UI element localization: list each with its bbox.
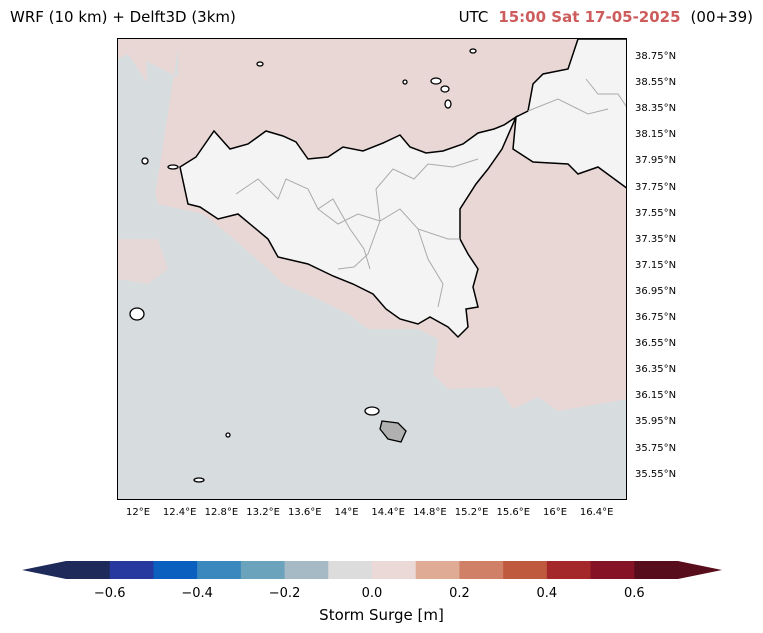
- valid-time-title: UTC 15:00 Sat 17-05-2025 (00+39): [459, 8, 753, 26]
- latitude-tick-label: 36.35°N: [635, 364, 677, 376]
- valid-time: 15:00 Sat 17-05-2025: [498, 8, 681, 26]
- colorbar: [22, 561, 722, 579]
- colorbar-segment: [328, 561, 373, 579]
- timezone-label: UTC: [458, 8, 489, 26]
- sea-positive-patch: [118, 239, 168, 284]
- colorbar-extend-low: [22, 561, 66, 579]
- colorbar-tick-label: 0.0: [361, 586, 383, 601]
- sea-neutral-west: [118, 49, 178, 284]
- storm-surge-map: [117, 38, 627, 500]
- longitude-tick-label: 12.8°E: [204, 507, 239, 518]
- longitude-tick-label: 16°E: [542, 507, 568, 518]
- latitude-tick-label: 38.35°N: [635, 103, 677, 115]
- latitude-tick-label: 35.55°N: [635, 468, 677, 480]
- longitude-tick-label: 15.2°E: [454, 507, 489, 518]
- longitude-tick-label: 14.4°E: [371, 507, 405, 518]
- colorbar-extend-high: [678, 561, 722, 579]
- longitude-tick-label: 12.4°E: [162, 507, 197, 518]
- colorbar-tick-label: −0.6: [93, 586, 126, 601]
- latitude-tick-label: 37.35°N: [635, 233, 677, 245]
- lead-time: (00+39): [690, 8, 753, 26]
- colorbar-segment: [197, 561, 242, 579]
- colorbar-segment: [459, 561, 504, 579]
- map-canvas: [118, 39, 626, 499]
- colorbar-label: Storm Surge [m]: [319, 606, 444, 624]
- colorbar-tick-label: −0.2: [268, 586, 301, 601]
- latitude-tick-label: 38.75°N: [635, 51, 677, 62]
- malta-island: [379, 420, 407, 443]
- colorbar-segment: [66, 561, 111, 579]
- model-title: WRF (10 km) + Delft3D (3km): [10, 8, 236, 26]
- latitude-tick-label: 36.75°N: [635, 312, 677, 323]
- longitude-tick-label: 16.4°E: [579, 507, 614, 518]
- colorbar-segment: [546, 561, 592, 579]
- longitude-tick-label: 14°E: [334, 507, 359, 518]
- colorbar-tick-label: 0.4: [536, 586, 558, 601]
- longitude-tick-label: 13.6°E: [288, 507, 322, 518]
- colorbar-segment: [372, 561, 417, 579]
- latitude-tick-label: 37.75°N: [635, 181, 677, 193]
- longitude-tick-label: 13.2°E: [246, 507, 280, 518]
- longitude-tick-label: 15.6°E: [496, 507, 531, 518]
- calabria-peninsula: [512, 39, 626, 189]
- colorbar-segment: [109, 561, 154, 579]
- colorbar-tick-label: 0.2: [449, 586, 470, 601]
- longitude-tick-label: 12°E: [125, 507, 151, 518]
- colorbar-tick-label: 0.6: [623, 586, 645, 601]
- latitude-tick-label: 38.15°N: [635, 129, 677, 141]
- colorbar-segment: [284, 561, 329, 579]
- colorbar-segment: [415, 561, 460, 579]
- colorbar-segment: [634, 561, 679, 579]
- latitude-tick-label: 37.95°N: [635, 155, 677, 167]
- colorbar-tick-label: −0.4: [181, 586, 213, 601]
- sicily-island: [179, 114, 518, 339]
- latitude-tick-label: 35.75°N: [635, 442, 677, 454]
- colorbar-segment: [503, 561, 548, 579]
- colorbar-segment: [590, 561, 635, 579]
- small-islands: [129, 48, 477, 483]
- latitude-tick-label: 36.15°N: [635, 390, 677, 402]
- colorbar-segment: [153, 561, 198, 579]
- latitude-tick-label: 36.55°N: [635, 338, 677, 350]
- latitude-tick-label: 36.95°N: [635, 285, 677, 297]
- latitude-tick-label: 35.95°N: [635, 416, 677, 428]
- latitude-tick-label: 38.55°N: [635, 77, 677, 89]
- latitude-tick-label: 37.55°N: [635, 207, 677, 219]
- longitude-tick-label: 14.8°E: [413, 507, 447, 518]
- colorbar-segment: [240, 561, 286, 579]
- latitude-tick-label: 37.15°N: [635, 259, 677, 271]
- province-borders: [235, 78, 626, 308]
